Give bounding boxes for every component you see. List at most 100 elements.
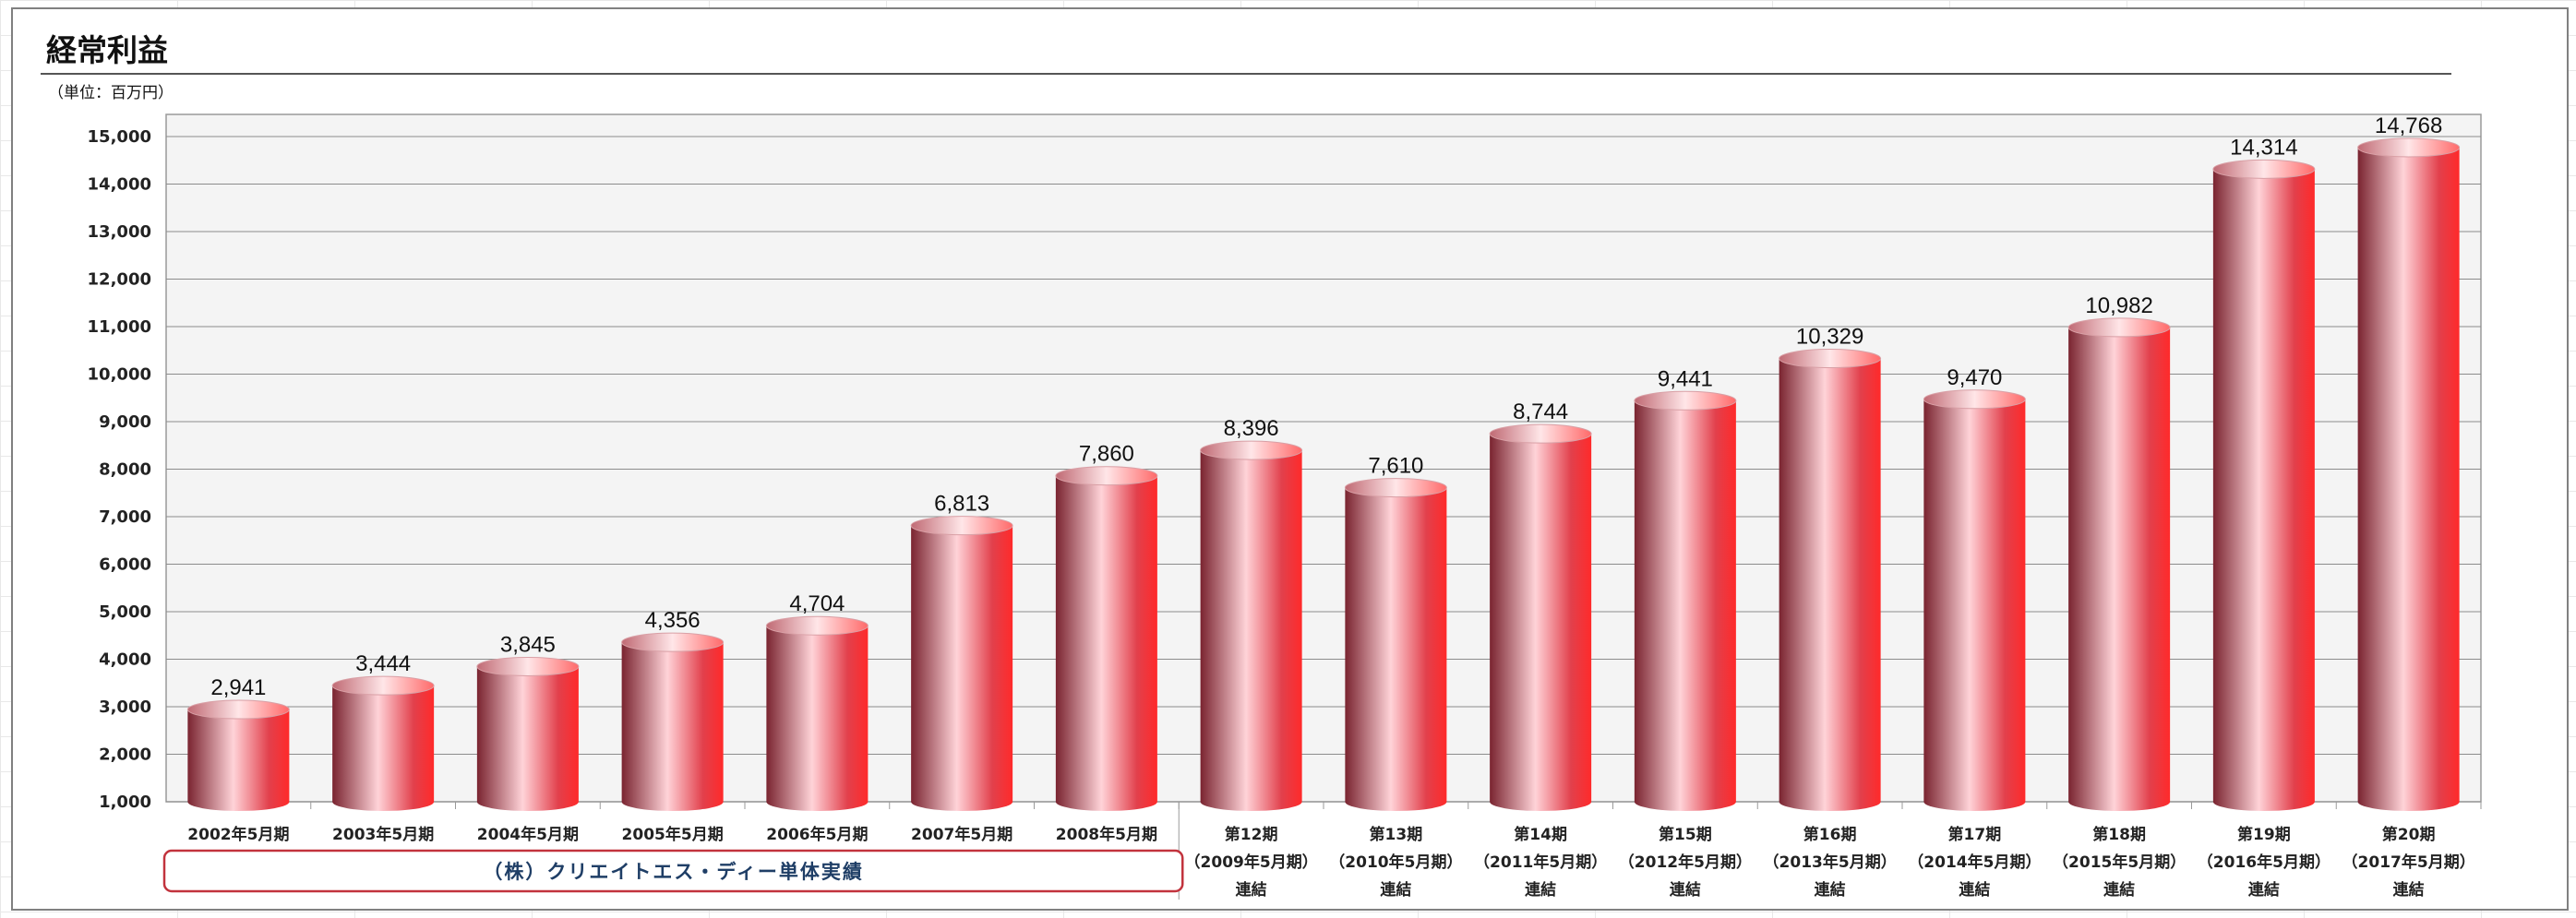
bar[interactable] <box>1634 390 1737 811</box>
bar-body <box>1055 475 1157 811</box>
bar[interactable] <box>1923 389 2026 811</box>
data-label: 7,610 <box>1368 454 1423 479</box>
y-tick-label: 4,000 <box>99 650 151 670</box>
data-label: 8,744 <box>1513 399 1568 424</box>
bar-body <box>766 626 869 811</box>
x-category-label: 2005年5月期 <box>622 825 724 844</box>
bar[interactable] <box>1344 478 1447 811</box>
bar-body <box>1345 487 1447 811</box>
bar-cap <box>1200 440 1303 460</box>
y-tick-label: 14,000 <box>88 175 151 195</box>
x-category-label: 2004年5月期 <box>477 825 579 844</box>
bar[interactable] <box>910 516 1013 811</box>
x-category-label: 2003年5月期 <box>332 825 434 844</box>
x-category-label: （2014年5月期） <box>1908 852 2041 872</box>
data-label: 7,860 <box>1079 442 1134 467</box>
x-category-label: 連結 <box>1236 880 1267 900</box>
x-category-label: 第12期 <box>1225 825 1278 844</box>
bar-body <box>2068 327 2171 811</box>
x-category-label: 連結 <box>2103 880 2135 900</box>
chart-title: 経常利益 <box>46 32 168 68</box>
y-tick-label: 3,000 <box>99 697 151 717</box>
bar-body <box>476 666 579 811</box>
y-tick-label: 8,000 <box>99 460 151 480</box>
data-label: 9,470 <box>1947 365 2002 390</box>
annotation-text: （株）クリエイトエス・ディー単体実績 <box>483 861 864 883</box>
bar-cap <box>1055 466 1158 486</box>
y-tick-label: 11,000 <box>88 317 151 337</box>
y-tick-label: 9,000 <box>99 412 151 432</box>
y-tick-label: 15,000 <box>88 127 151 147</box>
bar-body <box>332 686 435 811</box>
unit-label: （単位：百万円） <box>48 84 174 102</box>
x-category-label: （2009年5月期） <box>1185 852 1318 872</box>
bar[interactable] <box>621 632 725 811</box>
bar[interactable] <box>765 615 869 811</box>
x-category-label: （2013年5月期） <box>1764 852 1897 872</box>
data-label: 6,813 <box>934 492 989 517</box>
data-label: 10,329 <box>1796 325 1863 350</box>
x-category-label: 2006年5月期 <box>766 825 868 844</box>
x-category-label: 連結 <box>1525 880 1556 900</box>
y-tick-label: 2,000 <box>99 745 151 765</box>
bar[interactable] <box>186 699 290 811</box>
data-label: 14,314 <box>2230 135 2297 160</box>
bar-body <box>2357 147 2460 811</box>
bar-cap <box>476 656 580 676</box>
x-category-label: 連結 <box>1815 880 1846 900</box>
y-tick-label: 7,000 <box>99 507 151 527</box>
bar-body <box>2212 169 2315 812</box>
x-category-label: 第13期 <box>1370 825 1423 844</box>
bar-cap <box>1779 349 1882 369</box>
bar[interactable] <box>1055 466 1158 811</box>
data-label: 3,444 <box>355 651 411 676</box>
x-category-label: 第17期 <box>1948 825 2002 844</box>
bar[interactable] <box>2357 137 2461 811</box>
bar[interactable] <box>2067 317 2171 811</box>
data-label: 9,441 <box>1658 366 1713 391</box>
bar-body <box>1200 450 1302 811</box>
bar[interactable] <box>1200 440 1303 811</box>
data-label: 10,982 <box>2085 293 2152 318</box>
x-category-label: （2016年5月期） <box>2198 852 2330 872</box>
annotation-box <box>162 849 1184 893</box>
y-tick-label: 13,000 <box>88 222 151 242</box>
bar-body <box>1779 358 1881 811</box>
bar[interactable] <box>1779 349 1882 811</box>
bar[interactable] <box>331 675 435 811</box>
x-category-label: 第14期 <box>1514 825 1567 844</box>
x-category-label: 第16期 <box>1803 825 1857 844</box>
bar-cap <box>765 615 869 636</box>
bar-cap <box>186 699 290 720</box>
x-category-label: 第20期 <box>2382 825 2436 844</box>
data-label: 2,941 <box>210 675 266 700</box>
data-label: 4,356 <box>645 608 701 633</box>
x-category-label: 2002年5月期 <box>187 825 289 844</box>
bar-cap <box>1634 390 1737 411</box>
data-label: 14,768 <box>2375 113 2442 138</box>
bar-cap <box>2212 159 2316 179</box>
bar-body <box>621 642 724 811</box>
bar-cap <box>621 632 725 652</box>
x-category-label: 連結 <box>2248 880 2280 900</box>
x-category-label: （2010年5月期） <box>1329 852 1462 872</box>
bar-body <box>1923 399 2026 811</box>
x-category-label: （2015年5月期） <box>2053 852 2186 872</box>
bar-body <box>187 709 290 811</box>
x-category-label: （2012年5月期） <box>1619 852 1752 872</box>
bar-body <box>1634 400 1736 811</box>
data-label: 3,845 <box>500 632 556 657</box>
bar-cap <box>2067 317 2171 338</box>
data-label: 8,396 <box>1224 416 1279 441</box>
bar[interactable] <box>476 656 580 811</box>
bar-cap <box>1344 478 1447 498</box>
bar-cap <box>331 675 435 696</box>
bar[interactable] <box>2212 159 2316 812</box>
y-tick-label: 12,000 <box>88 270 151 290</box>
data-label: 4,704 <box>789 591 845 616</box>
x-category-label: 連結 <box>1380 880 1411 900</box>
x-category-label: 2008年5月期 <box>1056 825 1157 844</box>
bar[interactable] <box>1489 423 1592 811</box>
x-category-label: 第19期 <box>2237 825 2291 844</box>
